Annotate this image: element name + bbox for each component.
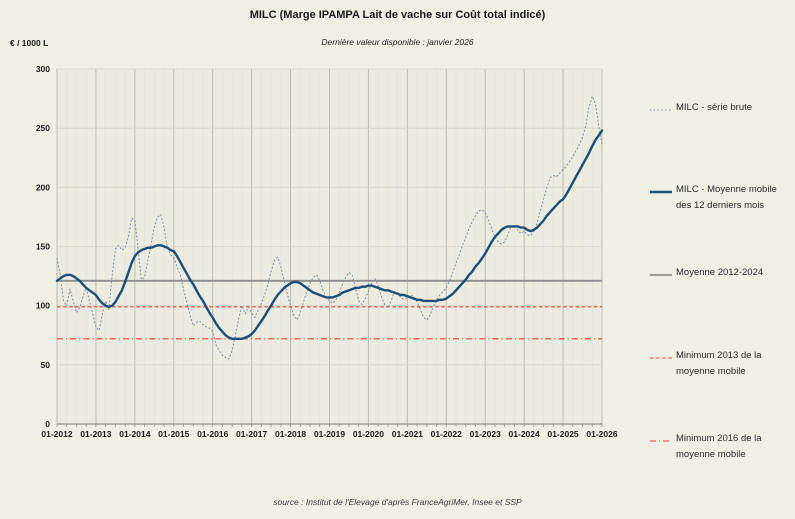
svg-text:01-2024: 01-2024 <box>509 429 540 439</box>
chart-title: MILC (Marge IPAMPA Lait de vache sur Coû… <box>249 9 546 21</box>
legend-label-minimum-2013: Minimum 2013 de la moyenne mobile <box>676 350 762 377</box>
svg-text:01-2025: 01-2025 <box>547 429 578 439</box>
svg-text:01-2020: 01-2020 <box>353 429 384 439</box>
legend-item-serie-brute: MILC - série brute <box>649 100 793 116</box>
svg-text:250: 250 <box>36 123 50 133</box>
svg-text:200: 200 <box>36 182 50 192</box>
svg-text:01-2022: 01-2022 <box>431 429 462 439</box>
legend-label-serie-brute: MILC - série brute <box>676 102 753 113</box>
svg-text:01-2026: 01-2026 <box>586 429 617 439</box>
svg-text:50: 50 <box>41 360 51 370</box>
source-caption: source : Institut de l'Elevage d'après F… <box>273 497 522 507</box>
moyenne-2012-2024-line-icon <box>650 274 672 276</box>
svg-text:01-2019: 01-2019 <box>314 429 345 439</box>
svg-text:01-2018: 01-2018 <box>275 429 306 439</box>
legend-label-moyenne-mobile: MILC - Moyenne mobile des 12 derniers mo… <box>676 184 777 211</box>
minimum-2016-line-icon <box>650 440 672 442</box>
legend-label-moyenne-2012-2024: Moyenne 2012-2024 <box>676 267 764 278</box>
moyenne-mobile-line-icon <box>650 190 672 194</box>
legend-item-moyenne-2012-2024: Moyenne 2012-2024 <box>649 265 793 281</box>
svg-text:01-2013: 01-2013 <box>80 429 111 439</box>
svg-text:01-2017: 01-2017 <box>236 429 267 439</box>
svg-text:01-2021: 01-2021 <box>392 429 423 439</box>
y-axis-unit-label: € / 1000 L <box>10 38 49 48</box>
legend-item-moyenne-mobile: MILC - Moyenne mobile des 12 derniers mo… <box>649 182 793 214</box>
svg-text:01-2023: 01-2023 <box>470 429 501 439</box>
legend-item-minimum-2013: Minimum 2013 de la moyenne mobile <box>649 348 793 380</box>
svg-text:01-2015: 01-2015 <box>158 429 189 439</box>
serie-brute-line-icon <box>650 109 672 111</box>
svg-text:01-2016: 01-2016 <box>197 429 228 439</box>
legend-label-minimum-2016: Minimum 2016 de la moyenne mobile <box>676 433 762 460</box>
svg-text:01-2012: 01-2012 <box>41 429 72 439</box>
chart-subtitle: Dernière valeur disponible : janvier 202… <box>321 37 474 47</box>
svg-text:150: 150 <box>36 242 50 252</box>
svg-text:100: 100 <box>36 301 50 311</box>
svg-text:01-2014: 01-2014 <box>119 429 150 439</box>
svg-text:0: 0 <box>45 419 50 429</box>
legend-item-minimum-2016: Minimum 2016 de la moyenne mobile <box>649 431 793 463</box>
minimum-2013-line-icon <box>650 357 672 359</box>
svg-text:300: 300 <box>36 64 50 74</box>
